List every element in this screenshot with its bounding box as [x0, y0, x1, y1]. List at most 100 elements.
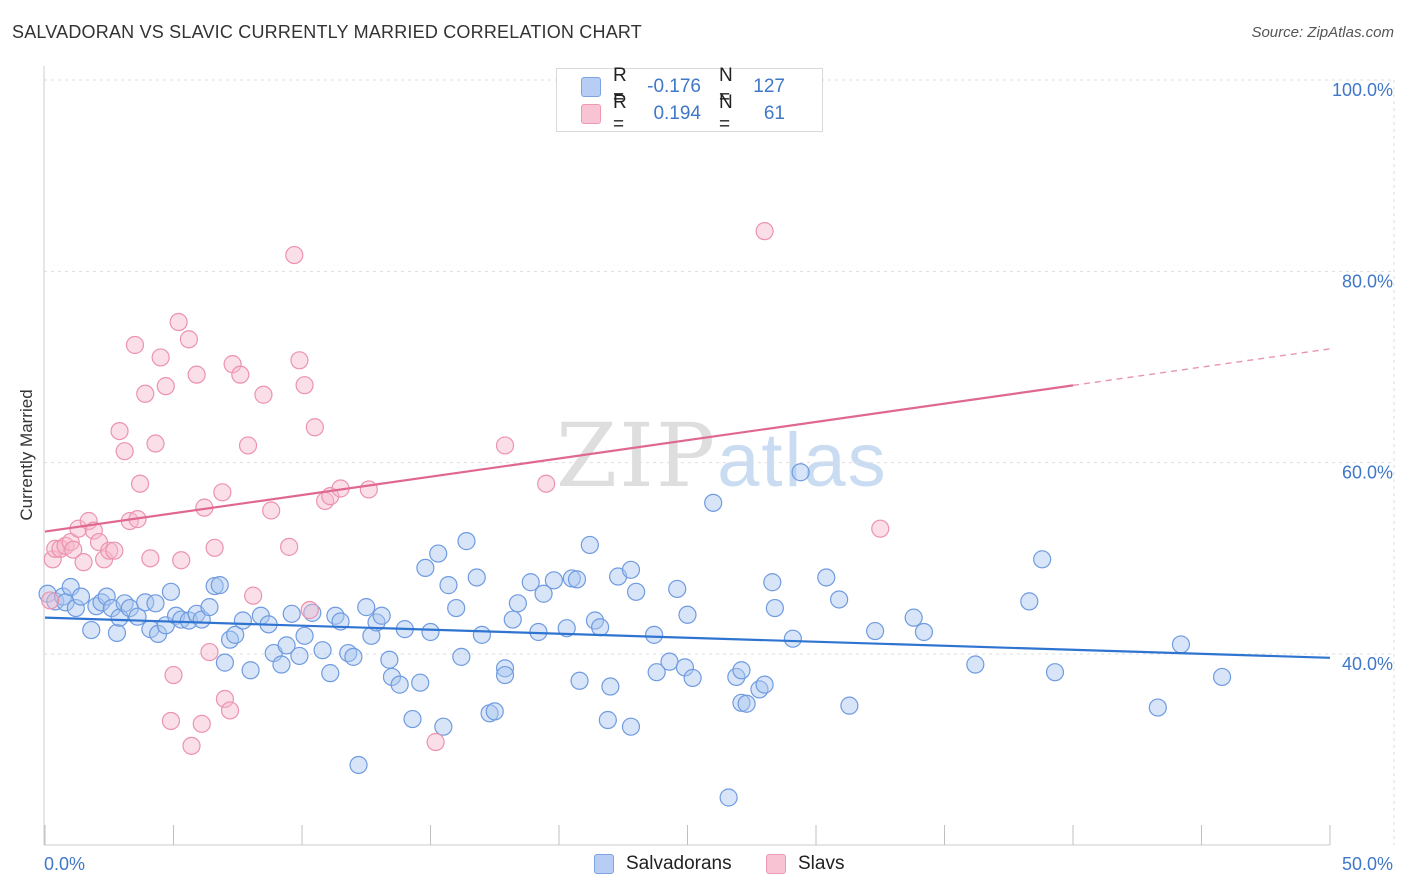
salvadoran-point [562, 569, 581, 588]
legend-row-salvadorans: R = -0.176 N = 127 [581, 65, 785, 108]
slav-point [115, 442, 134, 461]
slav-point [871, 519, 890, 538]
y-tick-label: 80.0% [1342, 271, 1393, 291]
salvadoran-point [817, 568, 836, 587]
salvadoran-point [904, 608, 923, 627]
y-tick-label: 100.0% [1332, 80, 1393, 100]
salvadoran-point [321, 664, 340, 683]
grid-layer [44, 79, 1395, 845]
salvadoran-point [411, 673, 430, 692]
salvadoran-point [295, 626, 314, 645]
slav-point [161, 711, 181, 731]
slav-point [125, 335, 145, 355]
salvadoran-point [282, 604, 301, 623]
salvadoran-point [660, 652, 679, 671]
legend-r-value: -0.176 [647, 76, 701, 97]
salvadoran-point [382, 667, 402, 687]
salvadoran-point [503, 610, 522, 629]
salvadoran-point [215, 653, 234, 672]
salvadoran-point [241, 661, 260, 680]
slav-point [220, 701, 240, 720]
salvadoran-point [570, 671, 589, 690]
salvadoran-point [567, 570, 587, 589]
bottom-legend-salvadorans-label: Salvadorans [626, 853, 732, 874]
slav-point [151, 348, 170, 367]
salvadoran-point [82, 620, 101, 640]
slav-point [164, 665, 183, 685]
salvadoran-point [226, 625, 245, 644]
salvadoran-point [1020, 592, 1039, 611]
salvadoran-point [390, 675, 409, 694]
salvadoran-point [357, 598, 376, 617]
legend-n-value: 127 [753, 76, 785, 97]
salvadoran-point [765, 598, 784, 618]
salvadoran-point [1171, 635, 1191, 654]
slav-point [141, 549, 160, 568]
trend-layer [44, 348, 1331, 659]
salvadoran-point [534, 584, 553, 603]
salvadoran-point [508, 594, 527, 613]
slav-point [46, 539, 65, 558]
slav-point [64, 540, 83, 559]
slav-point [100, 541, 119, 560]
salvadoran-point [737, 694, 756, 713]
salvadoran-point [107, 623, 127, 643]
tick-label-layer: 100.0% 80.0% 60.0% 40.0% 0.0% 50.0% [44, 80, 1393, 874]
slav-point [84, 521, 103, 540]
points-layer [38, 222, 1232, 807]
slav-point [280, 537, 299, 556]
slav-point [238, 436, 258, 455]
bottom-legend-slavs-label: Slavs [798, 853, 845, 874]
bottom-legend-slavs[interactable]: Slavs [766, 853, 844, 875]
salvadoran-point [678, 605, 697, 624]
slavs-swatch-icon [581, 104, 601, 124]
salvadoran-point [704, 493, 723, 512]
slav-point [305, 418, 324, 437]
salvadoran-point [97, 587, 116, 606]
salvadoran-point [439, 576, 458, 595]
slav-point [51, 539, 70, 558]
slav-point [105, 541, 124, 560]
slav-point [156, 377, 175, 396]
slav-point [290, 351, 309, 370]
salvadoran-point [205, 576, 224, 596]
slav-point [41, 591, 60, 610]
correlation-legend: R = -0.176 N = 127 R = 0.194 N = 61 [556, 65, 823, 135]
salvadoran-point [421, 622, 440, 642]
salvadoran-point [621, 717, 641, 736]
slav-point [192, 714, 211, 733]
slav-point [215, 689, 234, 709]
salvadoran-point [161, 582, 181, 601]
salvadoran-point [521, 573, 540, 592]
salvadoran-point [447, 598, 466, 618]
slav-point [300, 600, 319, 620]
salvadoran-point [429, 544, 448, 563]
salvadoran-point [557, 619, 576, 638]
salvadoran-point [647, 663, 666, 682]
salvadoran-point [66, 598, 85, 618]
salvadoran-point [349, 755, 368, 775]
salvadoran-point [277, 636, 296, 655]
salvadoran-point [495, 659, 515, 678]
y-tick-label: 60.0% [1342, 463, 1393, 483]
slav-point [136, 384, 155, 403]
salvadoran-point [416, 558, 435, 578]
slavs-legend-icon [766, 854, 786, 874]
salvadoran-point [344, 647, 363, 666]
salvadoran-point [434, 717, 453, 736]
salvadoran-point [146, 594, 165, 613]
salvadoran-point [621, 560, 641, 579]
slav-point [359, 480, 378, 499]
salvadoran-point [1148, 698, 1167, 717]
salvadoran-point [591, 618, 610, 637]
salvadoran-point [866, 621, 885, 641]
salvadoran-point [472, 625, 491, 644]
salvadoran-point [840, 696, 859, 715]
salvadoran-point [783, 629, 802, 648]
slavs-trend-extension [1072, 348, 1331, 387]
salvadoran-point [966, 655, 985, 674]
bottom-legend-salvadorans[interactable]: Salvadorans [594, 853, 732, 875]
slav-point [130, 474, 150, 493]
salvadoran-point [791, 463, 810, 482]
